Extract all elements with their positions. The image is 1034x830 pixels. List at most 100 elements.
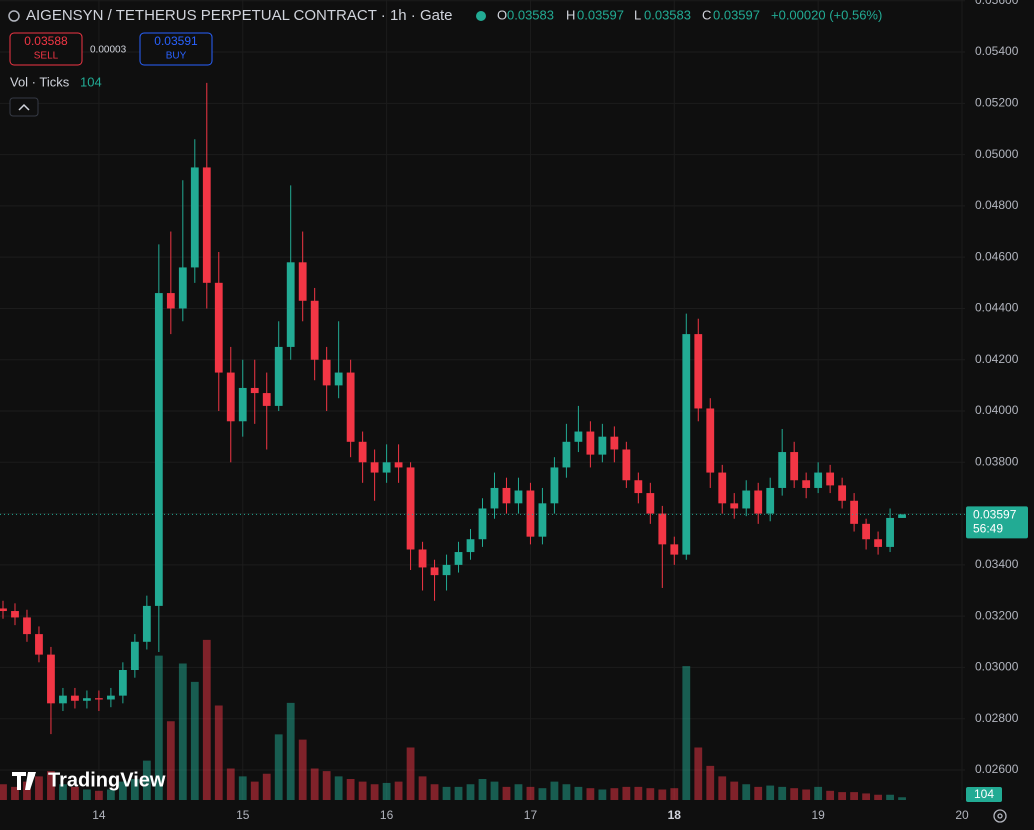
volume-bar <box>274 734 283 800</box>
candle-body <box>574 431 583 442</box>
buy-label[interactable]: BUY <box>166 51 187 62</box>
y-tick-label: 0.04800 <box>975 198 1019 212</box>
sell-label[interactable]: SELL <box>34 51 59 62</box>
candle-body <box>670 544 679 555</box>
candle-body <box>238 387 247 422</box>
candle-body <box>766 487 775 514</box>
volume-bar <box>190 681 199 800</box>
candle-body <box>478 508 487 540</box>
candle-body <box>886 517 894 547</box>
y-tick-label: 0.04200 <box>975 352 1019 366</box>
candle-body <box>430 567 439 576</box>
symbol-title: AIGENSYN / TETHERUS PERPETUAL CONTRACT ·… <box>26 7 452 24</box>
settings-icon[interactable] <box>993 809 1007 823</box>
candle-body <box>59 695 67 704</box>
volume-bar <box>610 788 619 800</box>
last-price-label: 0.03597 <box>973 508 1017 522</box>
countdown: 56:49 <box>973 522 1003 536</box>
candle-body <box>154 293 163 606</box>
volume-bar <box>550 781 559 800</box>
volume-bar <box>778 786 787 800</box>
volume-bar <box>790 788 799 800</box>
y-tick-label: 0.04000 <box>975 403 1019 417</box>
candle-body <box>442 564 451 576</box>
volume-bar <box>250 781 259 800</box>
candle-body <box>394 462 403 468</box>
buy-button[interactable] <box>139 32 213 66</box>
candle-body <box>622 449 631 481</box>
volume-bar <box>802 789 811 800</box>
volume-bar <box>23 781 31 800</box>
volume-tag <box>966 787 1002 802</box>
volume-bar <box>502 786 511 800</box>
status-dot <box>476 11 486 21</box>
buy-price[interactable]: 0.03591 <box>154 34 198 48</box>
y-tick-label: 0.03800 <box>975 454 1019 468</box>
candle-body <box>454 552 463 565</box>
candle-body <box>706 408 715 473</box>
volume-bar <box>226 768 235 800</box>
x-tick-label: 14 <box>92 808 106 822</box>
collapse-button[interactable] <box>9 97 39 117</box>
sell-button[interactable] <box>9 32 83 66</box>
volume-bar <box>814 786 823 800</box>
volume-bar <box>538 788 547 800</box>
volume-bar <box>682 666 691 800</box>
volume-bar <box>454 786 463 800</box>
candle-body <box>466 539 475 553</box>
volume-bar <box>730 781 739 800</box>
volume-bar <box>526 786 535 800</box>
x-tick-label: 16 <box>380 808 394 822</box>
close-label: C <box>702 7 711 22</box>
volume-bar <box>214 705 223 800</box>
candle-body <box>262 393 271 406</box>
candle-body <box>47 654 55 704</box>
logo-dot <box>29 772 35 778</box>
candle-body <box>550 467 559 504</box>
candle-body <box>118 670 127 696</box>
volume-legend-value: 104 <box>80 74 102 89</box>
y-tick-label: 0.02800 <box>975 711 1019 725</box>
candle-body <box>226 372 235 422</box>
close-value: 0.03597 <box>713 7 760 22</box>
volume-bar <box>322 771 331 800</box>
candle-body <box>874 539 882 547</box>
candle-body <box>802 480 811 488</box>
candle-body <box>358 441 367 463</box>
open-value: 0.03583 <box>507 7 554 22</box>
x-tick-label: 20 <box>955 808 969 822</box>
change-value: +0.00020 (+0.56%) <box>771 7 882 22</box>
volume-bar <box>850 792 859 800</box>
candle-body <box>142 605 151 642</box>
collapse-icon[interactable] <box>18 103 30 111</box>
logo-text: TradingView <box>48 769 166 791</box>
volume-bar <box>71 786 79 800</box>
volume-bar <box>262 773 271 800</box>
settings-icon-center[interactable] <box>997 813 1003 819</box>
candle-body <box>646 493 655 514</box>
volume-bar <box>47 771 55 800</box>
candle-body <box>586 431 595 455</box>
volume-bar <box>766 785 775 800</box>
y-tick-label: 0.03000 <box>975 660 1019 674</box>
volume-bar <box>658 789 667 800</box>
candle-body <box>202 167 211 283</box>
volume-bar <box>718 776 727 800</box>
candle-body <box>298 262 307 301</box>
low-label: L <box>634 7 641 22</box>
candle-body <box>634 480 643 494</box>
candle-body <box>166 293 175 309</box>
y-tick-label: 0.04400 <box>975 301 1019 315</box>
volume-bar <box>562 784 571 800</box>
candle-body <box>406 467 415 550</box>
volume-bar <box>874 794 882 800</box>
high-value: 0.03597 <box>577 7 624 22</box>
volume-bar <box>95 790 103 800</box>
candle-body <box>286 262 295 347</box>
volume-bar <box>586 788 595 800</box>
low-value: 0.03583 <box>644 7 691 22</box>
sell-price[interactable]: 0.03588 <box>24 34 68 48</box>
volume-bar <box>838 792 847 800</box>
candle-body <box>250 387 259 394</box>
